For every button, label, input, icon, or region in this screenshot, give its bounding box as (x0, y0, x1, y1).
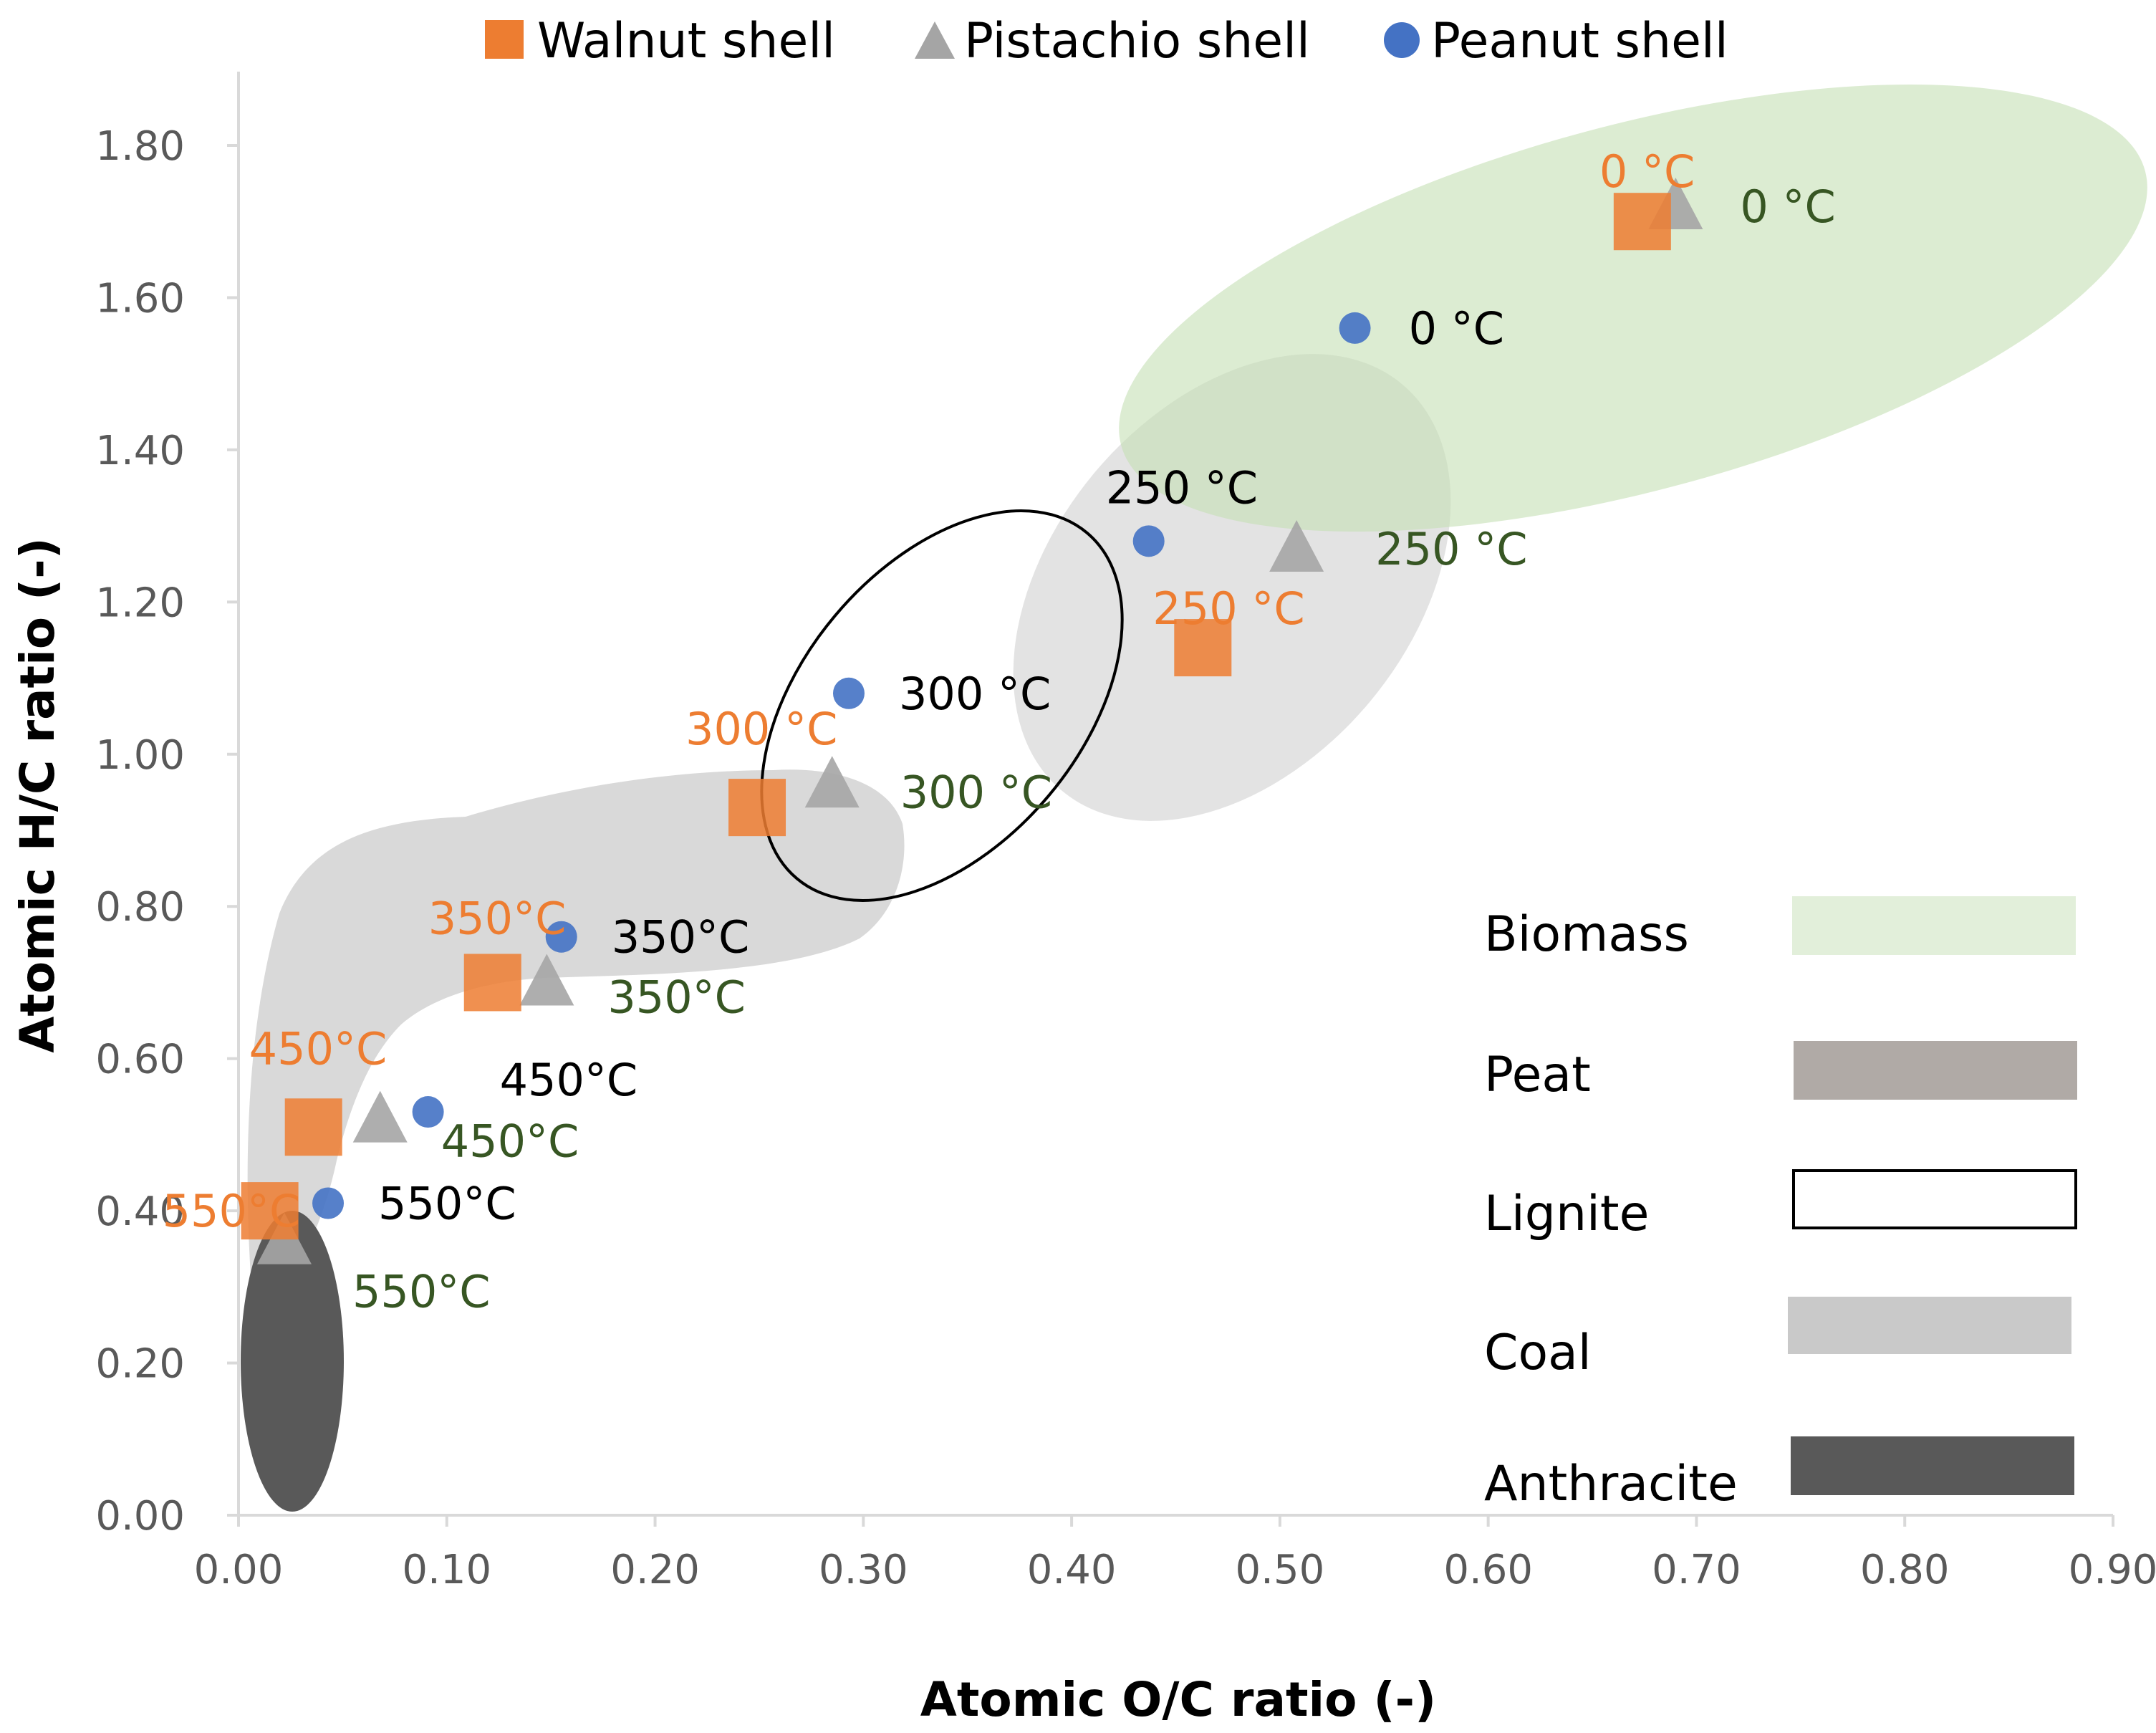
legend-lignite-label: Lignite (1484, 1186, 1649, 1242)
x-tick-label: 0.00 (194, 1547, 284, 1593)
peanut-point (1132, 525, 1165, 557)
peanut-point (412, 1096, 444, 1128)
point-label: 0 °C (1740, 181, 1835, 233)
point-labels: 0 °C 250 °C 300 °C 350°C 450°C 550°C 0 °C 250 °… (163, 145, 1836, 1317)
x-tick-label: 0.60 (1443, 1547, 1533, 1593)
peanut-point (832, 677, 865, 709)
point-label: 450°C (441, 1115, 579, 1168)
x-tick-label: 0.70 (1652, 1547, 1741, 1593)
x-tick-label: 0.40 (1027, 1547, 1117, 1593)
y-tick-label: 0.60 (95, 1037, 185, 1083)
point-label: 350°C (612, 911, 750, 964)
legend-coal-label: Coal (1484, 1325, 1592, 1381)
y-axis-ticks: 0.00 0.20 0.40 0.60 0.80 1.00 1.20 1.40 1.60 1.80 (95, 123, 239, 1540)
y-tick-label: 1.20 (95, 580, 185, 626)
y-tick-label: 1.60 (95, 275, 185, 322)
walnut-point (284, 1098, 342, 1156)
y-tick-label: 0.40 (95, 1189, 185, 1235)
x-axis-ticks: 0.00 0.10 0.20 0.30 0.40 0.50 0.60 0.70 0.80 0.90 (194, 1515, 2156, 1593)
legend-peat-swatch (1794, 1041, 2077, 1100)
series-legend: Walnut shell Pistachio shell Peanut shel… (485, 13, 1728, 69)
region-shapes (241, 84, 2147, 1512)
anthracite-region (241, 1211, 344, 1512)
legend-pistachio-marker (915, 21, 955, 59)
legend-biomass-label: Biomass (1484, 906, 1689, 963)
pistachio-point (519, 954, 574, 1006)
x-tick-label: 0.80 (1860, 1547, 1950, 1593)
y-tick-label: 0.20 (95, 1341, 185, 1388)
legend-anthracite-swatch (1791, 1436, 2074, 1495)
legend-anthracite-label: Anthracite (1484, 1456, 1738, 1512)
x-tick-label: 0.30 (819, 1547, 908, 1593)
point-label: 550°C (378, 1177, 516, 1229)
walnut-point (1174, 619, 1232, 677)
peanut-point (312, 1187, 345, 1219)
y-tick-label: 0.00 (95, 1493, 185, 1540)
point-label: 350°C (607, 971, 746, 1023)
y-tick-label: 1.80 (95, 123, 185, 170)
coal-region (247, 769, 905, 1287)
point-label: 250 °C (1106, 461, 1258, 514)
axes (237, 72, 2113, 1517)
walnut-point (1613, 193, 1671, 251)
biomass-region (1119, 84, 2147, 532)
pistachio-point (804, 756, 860, 808)
data-points (241, 177, 1703, 1264)
legend-pistachio-label: Pistachio shell (964, 13, 1310, 69)
walnut-point (463, 954, 521, 1012)
point-label: 550°C (352, 1266, 491, 1318)
point-label: 550°C (163, 1185, 301, 1237)
legend-lignite-swatch (1792, 1169, 2077, 1229)
point-label: 450°C (500, 1054, 638, 1106)
legend-walnut-label: Walnut shell (537, 13, 835, 69)
point-label: 250 °C (1152, 582, 1304, 635)
x-tick-label: 0.90 (2069, 1547, 2156, 1593)
x-tick-label: 0.10 (402, 1547, 491, 1593)
point-label: 300 °C (900, 766, 1052, 818)
pistachio-point (1269, 519, 1324, 572)
x-tick-label: 0.20 (610, 1547, 700, 1593)
peanut-point (1339, 312, 1371, 344)
y-tick-label: 1.00 (95, 732, 185, 779)
point-label: 0 °C (1409, 302, 1504, 355)
x-tick-label: 0.50 (1236, 1547, 1325, 1593)
x-axis-title: Atomic O/C ratio (-) (920, 1672, 1436, 1727)
walnut-point (241, 1182, 299, 1240)
pistachio-point (352, 1090, 408, 1143)
region-legend: Biomass Peat Lignite Coal Anthracite (1484, 896, 2077, 1512)
point-label: 300 °C (899, 668, 1051, 720)
legend-coal-swatch (1788, 1297, 2071, 1354)
legend-walnut-marker (485, 20, 524, 59)
point-label: 0 °C (1599, 145, 1695, 198)
point-label: 250 °C (1375, 523, 1527, 575)
peanut-point (545, 921, 577, 953)
y-axis-title: Atomic H/C ratio (-) (10, 537, 65, 1053)
walnut-point (728, 779, 786, 837)
y-tick-label: 0.80 (95, 884, 185, 931)
point-label: 300 °C (685, 703, 837, 755)
legend-peanut-marker (1384, 22, 1420, 58)
y-tick-label: 1.40 (95, 428, 185, 474)
legend-peanut-label: Peanut shell (1431, 13, 1728, 69)
lignite-region (760, 509, 1124, 902)
point-label: 350°C (428, 892, 567, 944)
legend-biomass-swatch (1792, 896, 2076, 955)
point-label: 450°C (249, 1022, 388, 1075)
legend-peat-label: Peat (1484, 1047, 1591, 1103)
